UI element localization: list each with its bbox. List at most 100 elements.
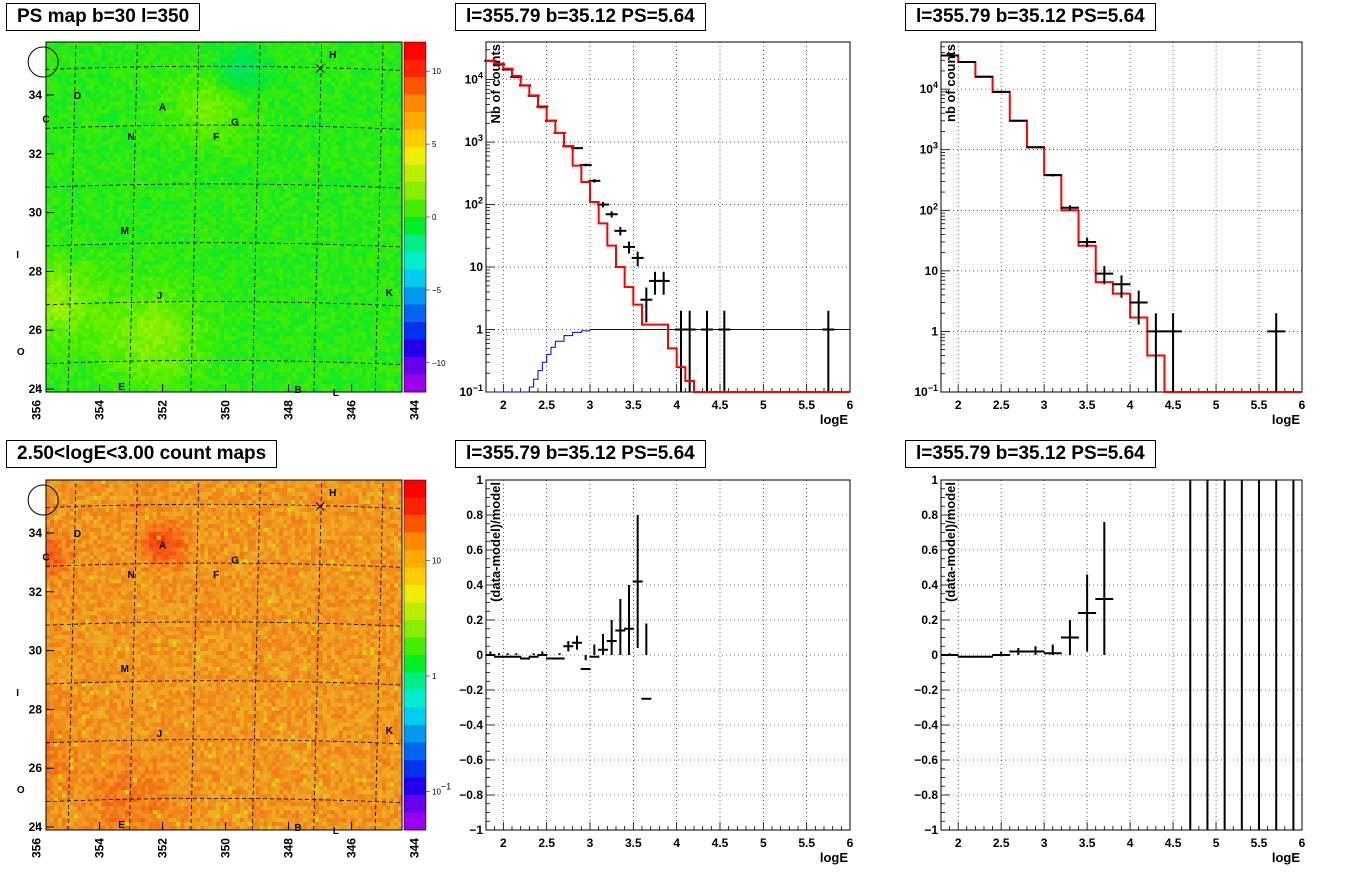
color-bar: 10 1 10−1 bbox=[403, 479, 451, 831]
data-point bbox=[718, 310, 731, 392]
x-tick-label: 2.5 bbox=[993, 398, 1010, 412]
x-axis-label: logE bbox=[820, 412, 848, 427]
y-tick-label: 32 bbox=[29, 585, 43, 599]
grid-latitude-line bbox=[45, 183, 403, 189]
y-axis-label: (data-model)/model bbox=[943, 482, 958, 602]
panel-title-psmap: PS map b=30 l=350 bbox=[6, 3, 201, 31]
data-point bbox=[1026, 146, 1045, 149]
y-tick-label: 0.8 bbox=[921, 508, 938, 522]
residual-point bbox=[528, 653, 539, 658]
source-label: I bbox=[16, 250, 19, 261]
source-label: N bbox=[127, 570, 134, 581]
data-point bbox=[614, 226, 627, 236]
residual-point bbox=[1078, 574, 1097, 652]
x-tick-label: 352 bbox=[156, 838, 170, 858]
color-bar-step bbox=[404, 42, 426, 60]
x-tick-label: 3.5 bbox=[625, 398, 642, 412]
color-bar-step bbox=[404, 725, 426, 743]
y-tick-label: 10 bbox=[925, 264, 939, 278]
color-bar-step bbox=[404, 550, 426, 568]
source-label: H bbox=[329, 50, 336, 61]
y-tick-label: 0.4 bbox=[921, 578, 938, 592]
color-bar-step bbox=[404, 690, 426, 708]
color-bar-step bbox=[404, 59, 426, 78]
color-bar-step bbox=[404, 304, 426, 323]
x-tick-label: 5.5 bbox=[798, 836, 815, 850]
y-tick-label: 0.2 bbox=[921, 613, 938, 627]
residual-point bbox=[511, 653, 522, 658]
x-tick-label: 2 bbox=[500, 836, 507, 850]
y-tick-label: 1 bbox=[476, 473, 483, 487]
grid-longitude-line bbox=[374, 479, 384, 831]
x-tick-label: 3 bbox=[587, 836, 594, 850]
plot-frame bbox=[940, 41, 1303, 393]
x-tick-label: 350 bbox=[219, 838, 233, 858]
source-label: I bbox=[16, 688, 19, 699]
source-label: E bbox=[118, 382, 125, 393]
source-label: K bbox=[386, 288, 394, 299]
x-tick-label: 356 bbox=[30, 838, 44, 858]
color-bar-step bbox=[404, 129, 426, 148]
source-label: L bbox=[333, 388, 339, 399]
data-point bbox=[657, 271, 670, 295]
color-bar-step bbox=[404, 164, 426, 183]
heatmap-cells bbox=[46, 480, 403, 831]
source-label: A bbox=[159, 103, 166, 114]
x-tick-label: 356 bbox=[30, 400, 44, 420]
source-label: B bbox=[294, 385, 301, 396]
color-bar-step bbox=[404, 760, 426, 778]
data-point bbox=[640, 287, 653, 323]
source-label: D bbox=[74, 91, 81, 102]
color-bar: 10 5 0 −5 −10 bbox=[403, 41, 446, 393]
source-label: G bbox=[231, 555, 239, 566]
residual-point bbox=[1060, 620, 1079, 655]
color-bar-label: 1 bbox=[432, 672, 437, 681]
y-tick-label: 103 bbox=[465, 133, 483, 149]
panel-title-spectrum: l=355.79 b=35.12 PS=5.64 bbox=[455, 3, 706, 31]
heatmap-frame bbox=[45, 41, 403, 393]
source-label: B bbox=[294, 823, 301, 834]
grid-latitude-line bbox=[45, 503, 403, 509]
residual-point bbox=[641, 623, 652, 700]
color-bar-step bbox=[404, 374, 426, 393]
source-label: F bbox=[213, 570, 219, 581]
source-label: C bbox=[42, 114, 49, 125]
color-bar-step bbox=[404, 637, 426, 656]
color-bar-label: −5 bbox=[432, 286, 442, 295]
x-tick-label: 3.5 bbox=[625, 836, 642, 850]
color-bar-step bbox=[404, 147, 426, 165]
grid-longitude-line bbox=[374, 41, 384, 393]
y-tick-label: 1 bbox=[931, 324, 938, 338]
y-tick-label: −1 bbox=[469, 823, 483, 837]
data-point bbox=[623, 241, 635, 254]
x-tick-label: 4.5 bbox=[712, 836, 729, 850]
data-point bbox=[605, 211, 618, 218]
y-tick-label: 0.2 bbox=[466, 613, 483, 627]
y-tick-label: 0.4 bbox=[466, 578, 483, 592]
plot-panel-3: 2 2.5 3 3.5 4 4.5 5 5.5 6 10−1 1 10 102 103 104 logE nb … bbox=[914, 41, 1306, 427]
grid-latitude-line bbox=[45, 680, 403, 686]
source-label: O bbox=[17, 785, 25, 796]
color-bar-step bbox=[404, 812, 426, 831]
cross-marker bbox=[315, 502, 325, 511]
x-axis-label: logE bbox=[1272, 412, 1300, 427]
data-point bbox=[588, 179, 601, 183]
data-point bbox=[1146, 313, 1165, 392]
y-tick-label: 1 bbox=[931, 473, 938, 487]
color-bar-step bbox=[404, 795, 426, 813]
coordinate-grid bbox=[45, 479, 403, 831]
color-bar-step bbox=[404, 480, 426, 498]
panel-title-spectrum-rebinned: l=355.79 b=35.12 PS=5.64 bbox=[905, 3, 1156, 31]
source-label: H bbox=[329, 488, 336, 499]
color-bar-step bbox=[404, 217, 426, 235]
heatmap-cells bbox=[46, 42, 403, 393]
x-tick-label: 3.5 bbox=[1079, 836, 1096, 850]
data-point bbox=[1009, 119, 1028, 122]
color-bar-step bbox=[404, 497, 426, 516]
y-tick-label: −0.8 bbox=[914, 788, 938, 802]
color-bar-label: −10 bbox=[432, 359, 446, 368]
target-circle bbox=[27, 46, 59, 78]
color-bar-label: 0 bbox=[432, 213, 437, 222]
y-tick-label: −0.8 bbox=[459, 788, 483, 802]
y-axis-label: nb of counts bbox=[943, 44, 958, 122]
